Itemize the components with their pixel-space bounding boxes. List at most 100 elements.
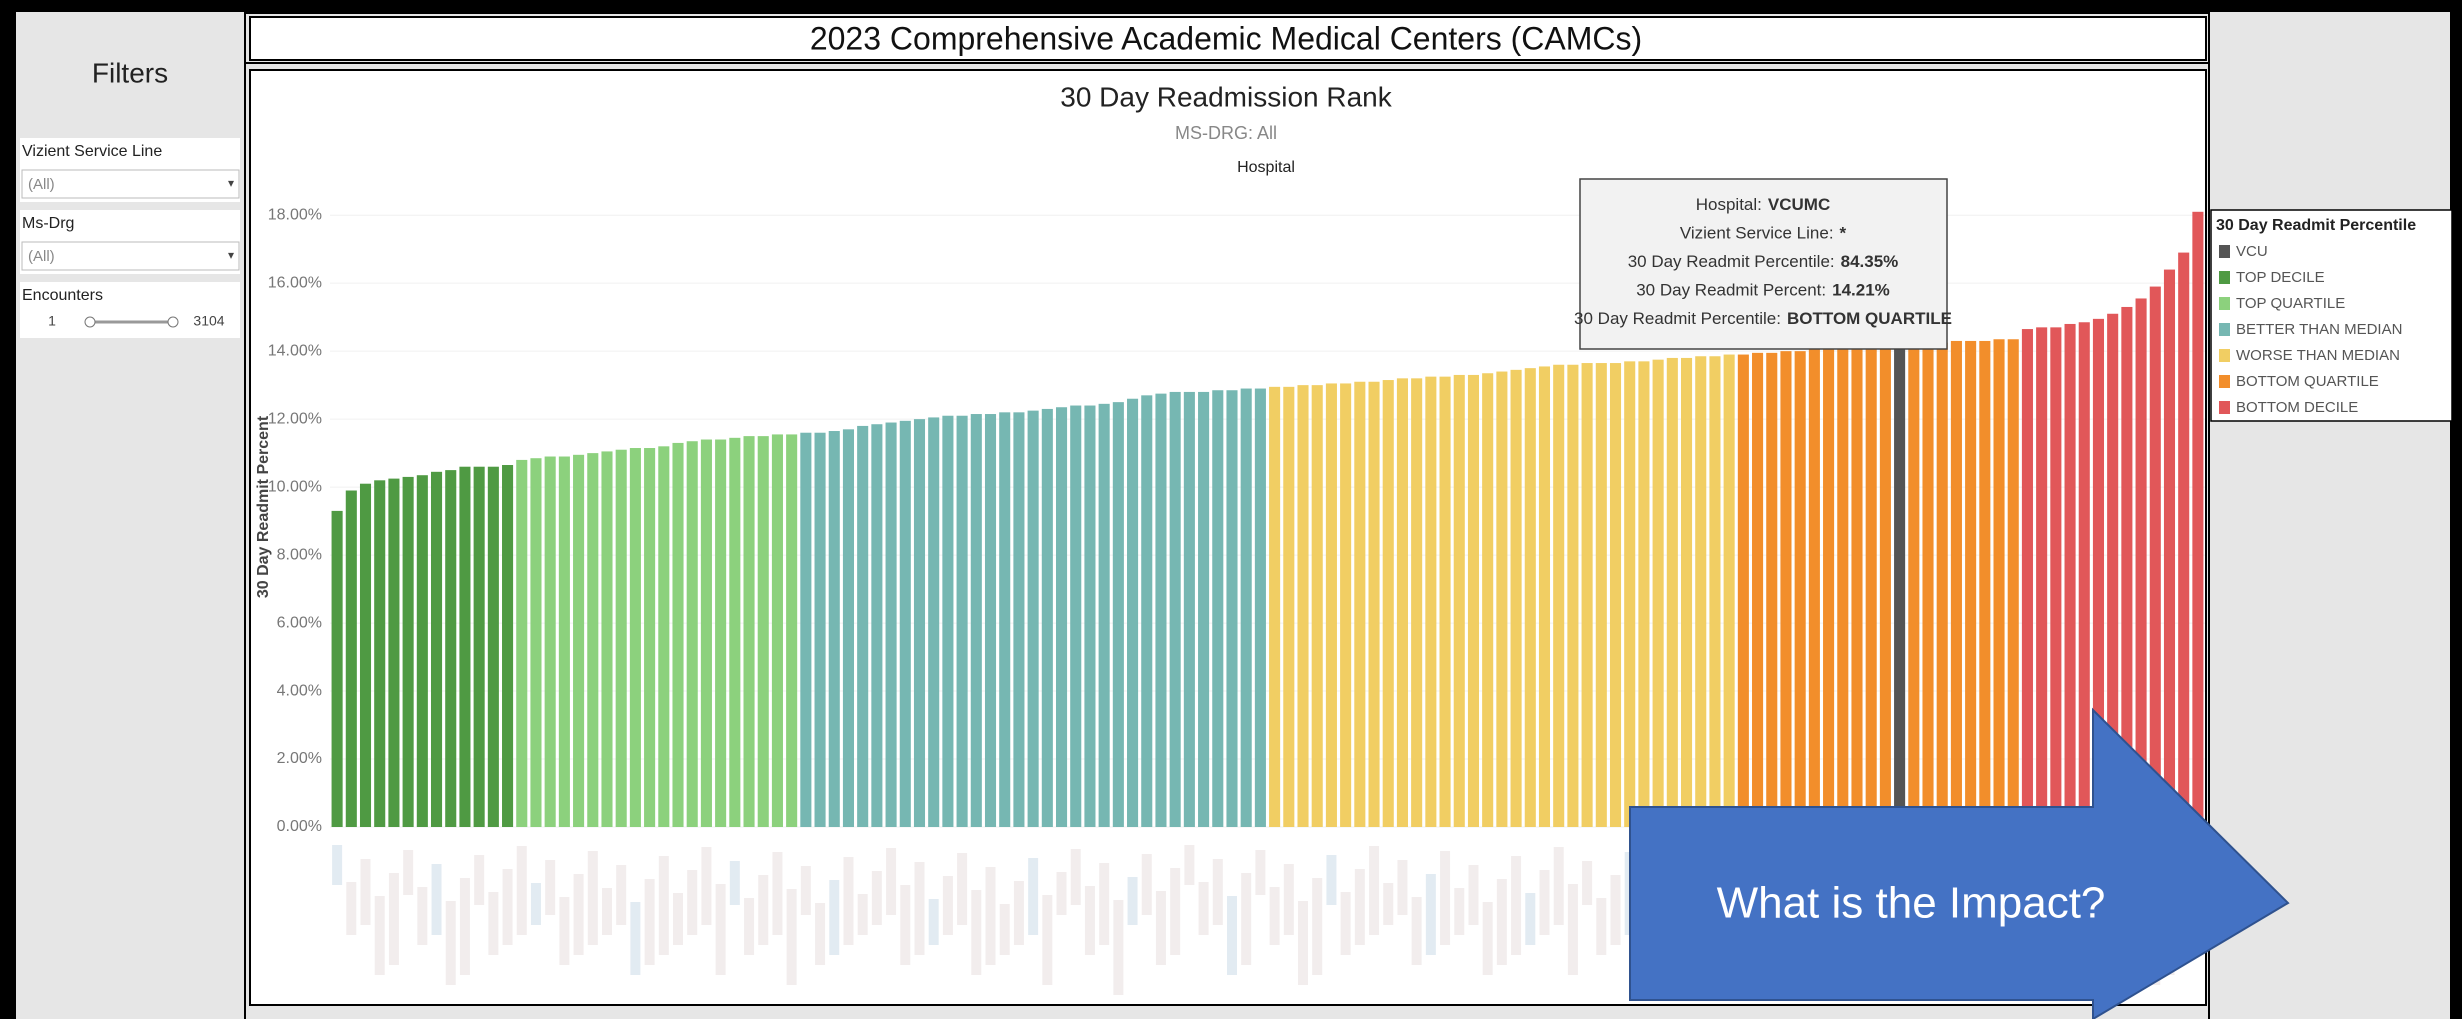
slider-handle[interactable] <box>84 316 96 328</box>
bar <box>1240 388 1252 827</box>
blurred-label <box>829 880 840 955</box>
chart-subtitle: MS-DRG: All <box>1175 123 1277 143</box>
blurred-label <box>474 855 485 905</box>
blurred-label <box>1113 900 1124 995</box>
bar <box>672 442 684 827</box>
bar <box>1965 340 1977 827</box>
blurred-label <box>616 865 627 925</box>
dropdown[interactable] <box>21 169 240 199</box>
bar <box>2078 322 2090 827</box>
filters-heading: Filters <box>92 57 168 88</box>
blurred-label <box>715 884 726 975</box>
bar <box>828 431 840 827</box>
bar <box>345 490 357 827</box>
blurred-label <box>928 899 939 945</box>
blurred-label <box>1326 855 1337 905</box>
bar <box>1155 393 1167 827</box>
bar <box>1325 383 1337 827</box>
dropdown-value: (All) <box>28 248 55 265</box>
bar <box>885 422 897 827</box>
bar <box>970 414 982 827</box>
blurred-label <box>914 862 925 955</box>
blurred-label <box>1482 902 1493 975</box>
filter-label: Vizient Service Line <box>22 143 162 160</box>
blurred-label <box>886 848 897 915</box>
tooltip-row: 30 Day Readmit Percentile: BOTTOM QUARTIL… <box>1574 309 1952 328</box>
bar <box>402 476 414 827</box>
blurred-label <box>942 876 953 935</box>
blurred-label <box>971 890 982 975</box>
blurred-label <box>1241 873 1252 965</box>
bar <box>1894 344 1906 827</box>
bar <box>487 466 499 827</box>
bar <box>1879 344 1891 827</box>
bar <box>1482 373 1494 827</box>
bar <box>1624 361 1636 827</box>
blurred-label <box>332 845 343 885</box>
bar <box>359 483 372 827</box>
blurred-label <box>516 846 527 935</box>
tooltip-label: 30 Day Readmit Percent: <box>1636 281 1826 300</box>
legend-swatch <box>2219 323 2230 336</box>
bar <box>445 470 457 827</box>
bar <box>1666 357 1678 827</box>
blurred-label <box>630 902 641 975</box>
blurred-label <box>1440 851 1451 945</box>
bar <box>1453 374 1465 827</box>
blurred-label <box>1511 856 1522 955</box>
blurred-label <box>1397 860 1408 915</box>
tooltip-label: 30 Day Readmit Percentile: <box>1574 309 1781 328</box>
bar <box>1297 385 1309 827</box>
bar <box>2135 298 2147 827</box>
blurred-label <box>530 883 541 925</box>
blurred-label <box>1369 846 1380 935</box>
blurred-label <box>346 882 357 935</box>
bar <box>2021 329 2033 827</box>
tooltip-value: 84.35% <box>1841 252 1899 271</box>
blurred-label <box>1056 872 1067 915</box>
blurred-label <box>1099 863 1110 945</box>
callout-arrow <box>1629 707 2290 1019</box>
y-tick-label: 10.00% <box>268 478 322 495</box>
bar <box>1183 391 1195 827</box>
callout-text: What is the Impact? <box>1717 879 2106 928</box>
legend-title: 30 Day Readmit Percentile <box>2216 217 2416 234</box>
blurred-label <box>687 870 698 935</box>
filter-card <box>20 282 240 338</box>
legend-swatch <box>2219 271 2230 284</box>
bar <box>601 451 613 827</box>
bar <box>1524 368 1536 827</box>
bar <box>1340 383 1352 827</box>
bar <box>1425 376 1437 827</box>
y-tick-label: 0.00% <box>277 818 322 835</box>
y-tick-label: 6.00% <box>277 614 322 631</box>
blurred-label <box>601 888 612 935</box>
bar <box>1680 357 1693 827</box>
y-tick-label: 18.00% <box>268 206 322 223</box>
tooltip-box <box>1579 178 1948 350</box>
bar <box>1283 386 1295 827</box>
bar <box>2163 269 2176 827</box>
blurred-label <box>431 864 442 935</box>
bar <box>430 471 443 827</box>
blurred-label <box>374 896 385 975</box>
bar <box>1567 364 1579 827</box>
legend-swatch <box>2219 349 2230 362</box>
tooltip-label: 30 Day Readmit Percentile: <box>1628 252 1835 271</box>
blurred-label <box>1383 883 1394 925</box>
bar <box>416 475 428 827</box>
legend-swatch <box>2219 245 2230 258</box>
bar <box>2007 339 2019 827</box>
blurred-label <box>658 856 669 955</box>
dropdown[interactable] <box>21 241 240 271</box>
bar <box>1169 391 1181 827</box>
y-tick-label: 4.00% <box>277 682 322 699</box>
bar <box>1411 378 1423 827</box>
bar <box>644 448 656 827</box>
bar <box>2192 211 2204 828</box>
bar <box>956 415 968 827</box>
tooltip-value: VCUMC <box>1768 195 1830 214</box>
bar <box>1922 342 1934 827</box>
slider-handle[interactable] <box>167 316 179 328</box>
bar <box>1766 352 1778 827</box>
